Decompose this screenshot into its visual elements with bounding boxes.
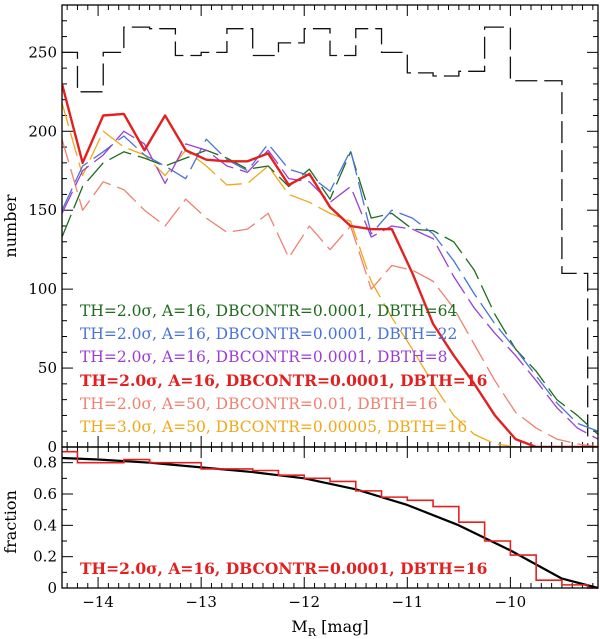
- legend-entry: TH=2.0σ, A=50, DBCONTR=0.01, DBTH=16: [80, 395, 438, 413]
- x-axis-title: MR [mag]: [291, 617, 368, 639]
- series-line-4: [62, 138, 598, 447]
- series-line-3: [62, 83, 598, 447]
- series-line-5: [62, 102, 598, 447]
- y-axis-title-number: number: [1, 194, 20, 257]
- fraction-step-line: [62, 450, 598, 589]
- x-tick-label: −10: [495, 593, 527, 611]
- y-axis-title-fraction: fraction: [1, 490, 20, 554]
- series-line-2: [62, 130, 598, 440]
- series-line-1: [62, 135, 598, 432]
- bottom-panel: 0 0.2 0.4 0.6 0.8 −14 −13 −12 −11 −10 TH=2.0σ, A=1…: [33, 446, 599, 611]
- x-tick-label: −13: [185, 593, 217, 611]
- series-line-0: [62, 149, 598, 435]
- bottom-frame: [61, 446, 599, 589]
- x-tick-label: −14: [82, 593, 114, 611]
- legend-entry: TH=2.0σ, A=16, DBCONTR=0.0001, DBTH=22: [80, 325, 457, 343]
- y-tick-label: 0: [47, 579, 57, 597]
- histogram-step-line: [62, 26, 598, 447]
- y-tick-label: 200: [28, 122, 57, 140]
- y-tick-label: 0.4: [33, 516, 57, 534]
- bottom-annotation: TH=2.0σ, A=16, DBCONTR=0.0001, DBTH=16: [80, 559, 487, 578]
- y-tick-label: 50: [38, 359, 57, 377]
- y-tick-label: 100: [28, 280, 57, 298]
- x-tick-label: −12: [288, 593, 320, 611]
- y-tick-label: 0: [47, 438, 57, 456]
- top-panel: 0 50 100 150 200 250 TH=2.0σ, A=16, DBCONTR=0.…: [28, 4, 599, 456]
- legend-entry: TH=2.0σ, A=16, DBCONTR=0.0001, DBTH=8: [80, 348, 448, 366]
- legend-entry: TH=2.0σ, A=16, DBCONTR=0.0001, DBTH=64: [80, 302, 458, 320]
- y-tick-label: 250: [28, 43, 57, 61]
- series-group: [62, 26, 598, 447]
- legend-entry: TH=3.0σ, A=50, DBCONTR=0.00005, DBTH=16: [80, 418, 467, 436]
- y-tick-label: 0.2: [33, 548, 57, 566]
- x-tick-label: −11: [391, 593, 423, 611]
- y-tick-label: 150: [28, 201, 57, 219]
- legend-entry: TH=2.0σ, A=16, DBCONTR=0.0001, DBTH=16: [80, 371, 487, 390]
- y-tick-label: 0.6: [33, 485, 57, 503]
- y-tick-label: 0.8: [33, 454, 57, 472]
